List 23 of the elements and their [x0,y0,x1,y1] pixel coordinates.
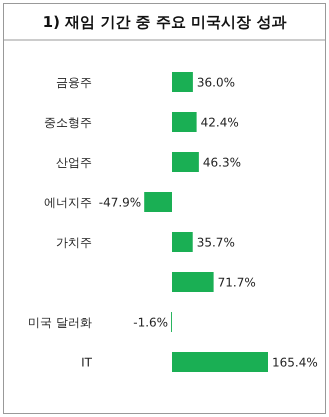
chart-title: 1) 재임 기간 중 주요 미국시장 성과 [42,13,286,31]
y-tick-label: 미국 달러화 [28,316,92,330]
y-tick-label: IT [81,356,93,370]
y-tick-label: 에너지주 [44,196,92,210]
bar [172,72,193,92]
y-tick-label: 산업주 [56,156,92,170]
data-label: 35.7% [196,236,235,250]
data-label: -47.9% [98,196,142,210]
data-label: 71.7% [218,276,256,290]
bar [172,352,268,372]
data-label: 165.4% [272,356,318,370]
y-tick-label: 금융주 [56,76,92,90]
bar [144,192,172,212]
data-label: 36.0% [196,76,236,90]
data-label: 42.4% [200,116,239,130]
bar [172,112,197,132]
data-label: 46.3% [202,156,241,170]
y-tick-label: 중소형주 [44,116,92,130]
bar [172,152,199,172]
bar [172,272,214,292]
data-label: -1.6% [133,316,168,330]
y-tick-label: 가치주 [56,236,92,250]
bar [172,232,193,252]
